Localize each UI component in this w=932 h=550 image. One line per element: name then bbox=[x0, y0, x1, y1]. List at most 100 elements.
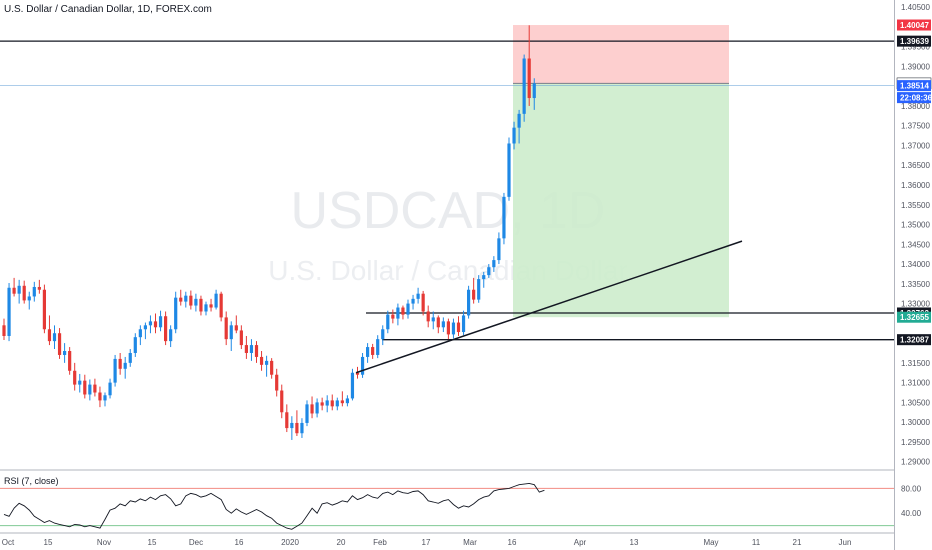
price-tick-label: 1.34500 bbox=[901, 240, 930, 249]
price-axis-label: 1.38514 bbox=[897, 80, 931, 92]
candle bbox=[406, 299, 410, 319]
candle bbox=[118, 352, 122, 375]
candle bbox=[52, 325, 57, 350]
candle-body bbox=[57, 333, 62, 355]
rsi-title: RSI (7, close) bbox=[4, 476, 59, 486]
candle-body bbox=[37, 286, 41, 290]
candle bbox=[305, 400, 309, 427]
candle-body bbox=[391, 314, 395, 319]
price-tick-label: 1.36000 bbox=[901, 181, 930, 190]
candle-body bbox=[265, 360, 269, 365]
candle bbox=[461, 310, 466, 336]
time-tick-label: 15 bbox=[148, 538, 157, 547]
price-axis-label-bg bbox=[897, 80, 931, 92]
price-axis-label-text: 1.40047 bbox=[900, 21, 929, 30]
candle bbox=[330, 394, 334, 411]
candle bbox=[254, 341, 259, 363]
candle-body bbox=[482, 275, 486, 280]
price-axis-label: 1.32655 bbox=[897, 311, 931, 323]
price-axis: 1.40500 1.39500 1.39000 1.38000 1.37500 1.370… bbox=[896, 3, 932, 467]
candle bbox=[153, 313, 158, 334]
price-tick-label: 1.31500 bbox=[901, 359, 930, 368]
candle bbox=[350, 368, 355, 401]
candle bbox=[103, 392, 107, 407]
candle-body bbox=[128, 352, 132, 363]
candle-body bbox=[259, 356, 264, 365]
candle-body bbox=[98, 392, 102, 401]
candle-body bbox=[325, 400, 329, 406]
candle-body bbox=[249, 345, 254, 353]
candle bbox=[285, 404, 289, 433]
candle-body bbox=[305, 404, 309, 423]
price-tick-label: 1.34000 bbox=[901, 260, 930, 269]
candle bbox=[472, 277, 476, 304]
time-tick-label: 15 bbox=[44, 538, 53, 547]
candle-body bbox=[204, 304, 208, 312]
candle-body bbox=[507, 143, 511, 197]
candle-body bbox=[68, 351, 72, 371]
candle bbox=[239, 325, 243, 350]
candle-body bbox=[113, 358, 117, 383]
candle-body bbox=[446, 321, 450, 335]
candle bbox=[411, 294, 415, 310]
candle-body bbox=[366, 347, 370, 357]
candle bbox=[335, 397, 339, 411]
candle bbox=[401, 305, 405, 320]
candle bbox=[244, 335, 248, 359]
candle bbox=[507, 137, 511, 201]
time-tick-label: 21 bbox=[793, 538, 802, 547]
candle-body bbox=[421, 293, 425, 312]
rsi-tick-label: 80.00 bbox=[901, 484, 922, 493]
candle bbox=[467, 285, 471, 319]
price-axis-label-bg bbox=[897, 311, 931, 323]
time-tick-label: Mar bbox=[463, 538, 477, 547]
candle bbox=[492, 256, 496, 272]
candle-body bbox=[184, 295, 188, 302]
candle-body bbox=[310, 404, 314, 414]
candle-body bbox=[280, 390, 284, 413]
candle bbox=[527, 25, 531, 106]
price-axis-label: 1.39639 bbox=[897, 35, 931, 47]
candle bbox=[158, 310, 163, 332]
candle bbox=[93, 378, 97, 397]
candle bbox=[209, 298, 213, 312]
candle-body bbox=[270, 360, 274, 375]
candle-body bbox=[461, 315, 466, 333]
rsi-pane: 80.00 40.00 bbox=[0, 482, 922, 530]
price-axis-label-bg bbox=[897, 92, 931, 104]
candle bbox=[123, 356, 127, 379]
candle bbox=[275, 368, 279, 397]
time-tick-label: 16 bbox=[508, 538, 517, 547]
candle-body bbox=[355, 372, 360, 375]
candle bbox=[194, 293, 198, 312]
time-tick-label: 16 bbox=[235, 538, 244, 547]
candle bbox=[63, 343, 67, 363]
candle bbox=[17, 279, 21, 304]
candle bbox=[164, 311, 168, 346]
candle bbox=[360, 352, 365, 378]
candle-body bbox=[295, 422, 299, 434]
candle-body bbox=[360, 356, 365, 375]
price-tick-label: 1.29000 bbox=[901, 458, 930, 467]
candle bbox=[199, 295, 203, 316]
candle bbox=[426, 305, 430, 328]
candle bbox=[108, 378, 112, 399]
price-tick-label: 1.37000 bbox=[901, 141, 930, 150]
price-axis-label-bg bbox=[897, 19, 931, 31]
candle-body bbox=[330, 400, 334, 407]
candle bbox=[88, 379, 92, 401]
price-tick-label: 1.37500 bbox=[901, 122, 930, 131]
candle-body bbox=[78, 380, 82, 385]
candle bbox=[265, 355, 269, 377]
candle bbox=[517, 109, 521, 144]
price-tick-label: 1.39500 bbox=[901, 43, 930, 52]
candle-body bbox=[164, 316, 168, 342]
candle-body bbox=[290, 422, 294, 429]
candle-body bbox=[7, 287, 11, 336]
candle-body bbox=[12, 287, 16, 294]
price-axis-label: 1.40047 bbox=[897, 19, 931, 31]
candle bbox=[497, 232, 501, 265]
candle-body bbox=[169, 329, 173, 342]
candle-body bbox=[477, 279, 481, 300]
